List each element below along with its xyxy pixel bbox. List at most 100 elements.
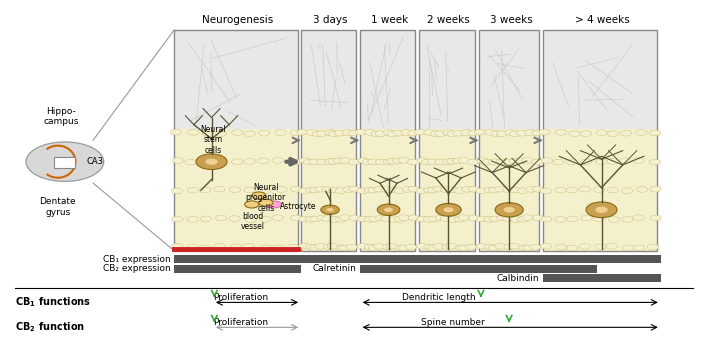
Circle shape (215, 131, 227, 136)
Text: CB₁ expression: CB₁ expression (103, 255, 171, 264)
Circle shape (232, 159, 243, 164)
Circle shape (401, 130, 412, 135)
Circle shape (290, 130, 302, 136)
Circle shape (231, 244, 242, 250)
Circle shape (650, 186, 661, 192)
Circle shape (261, 245, 272, 251)
Circle shape (202, 131, 214, 136)
Circle shape (367, 159, 379, 165)
Circle shape (517, 188, 528, 194)
FancyBboxPatch shape (419, 129, 475, 251)
Circle shape (365, 244, 376, 250)
Circle shape (417, 158, 428, 163)
Circle shape (435, 215, 446, 221)
Circle shape (200, 187, 211, 193)
Circle shape (435, 159, 446, 165)
Circle shape (495, 202, 523, 217)
Circle shape (384, 130, 394, 135)
Circle shape (297, 129, 308, 135)
Circle shape (540, 188, 552, 194)
Circle shape (326, 208, 333, 212)
Circle shape (532, 159, 543, 165)
Circle shape (595, 207, 607, 213)
Circle shape (188, 244, 199, 250)
Circle shape (173, 158, 184, 163)
Circle shape (555, 187, 566, 193)
Circle shape (333, 158, 345, 164)
Circle shape (399, 158, 410, 163)
Circle shape (408, 186, 419, 192)
Circle shape (315, 186, 326, 192)
Circle shape (518, 245, 530, 251)
Text: CA3: CA3 (86, 157, 103, 166)
Circle shape (443, 130, 455, 135)
Circle shape (199, 159, 210, 165)
Circle shape (458, 215, 469, 220)
Text: Astrocyte: Astrocyte (280, 202, 316, 211)
Circle shape (581, 159, 592, 165)
Circle shape (424, 130, 435, 135)
Circle shape (566, 245, 578, 251)
Circle shape (407, 159, 418, 165)
Circle shape (170, 129, 181, 135)
Circle shape (381, 187, 392, 192)
Text: 2 weeks: 2 weeks (428, 15, 470, 24)
Circle shape (468, 186, 479, 192)
Circle shape (322, 187, 333, 192)
Circle shape (355, 129, 367, 135)
Circle shape (272, 158, 283, 163)
Circle shape (375, 215, 387, 221)
Circle shape (484, 130, 496, 135)
Circle shape (636, 130, 647, 135)
Circle shape (272, 215, 283, 220)
Circle shape (258, 158, 269, 164)
Circle shape (336, 245, 348, 251)
Circle shape (287, 244, 299, 250)
Circle shape (402, 187, 413, 192)
Circle shape (290, 159, 301, 165)
Circle shape (252, 192, 266, 199)
Text: CB₂ expression: CB₂ expression (103, 265, 171, 274)
Circle shape (416, 216, 428, 222)
Circle shape (260, 216, 271, 222)
Circle shape (522, 215, 533, 220)
Circle shape (290, 186, 302, 192)
Circle shape (387, 187, 399, 193)
Circle shape (447, 187, 458, 193)
FancyBboxPatch shape (419, 30, 475, 129)
Circle shape (423, 187, 435, 193)
Circle shape (596, 159, 607, 164)
Circle shape (476, 216, 488, 222)
Circle shape (532, 215, 544, 221)
Circle shape (581, 131, 592, 136)
Circle shape (435, 131, 446, 136)
Circle shape (243, 243, 254, 249)
Circle shape (172, 216, 183, 222)
Circle shape (620, 158, 631, 164)
Circle shape (348, 159, 360, 165)
Circle shape (567, 216, 578, 222)
Circle shape (383, 159, 394, 164)
FancyBboxPatch shape (301, 30, 356, 129)
Circle shape (496, 215, 508, 221)
Circle shape (607, 187, 618, 193)
Circle shape (232, 130, 243, 135)
Circle shape (650, 130, 661, 136)
Text: $\mathbf{CB_2}$ function: $\mathbf{CB_2}$ function (16, 321, 86, 334)
Circle shape (340, 245, 351, 251)
Circle shape (244, 187, 256, 193)
Circle shape (515, 158, 527, 164)
Circle shape (502, 216, 513, 222)
Circle shape (188, 187, 199, 193)
Circle shape (532, 130, 543, 136)
Circle shape (476, 243, 488, 249)
Circle shape (477, 158, 489, 163)
Circle shape (505, 159, 516, 164)
Bar (301, 30, 356, 251)
Circle shape (461, 130, 472, 135)
Circle shape (484, 187, 496, 193)
Circle shape (509, 158, 520, 164)
Circle shape (244, 131, 256, 137)
Circle shape (329, 131, 340, 137)
Circle shape (423, 216, 435, 222)
